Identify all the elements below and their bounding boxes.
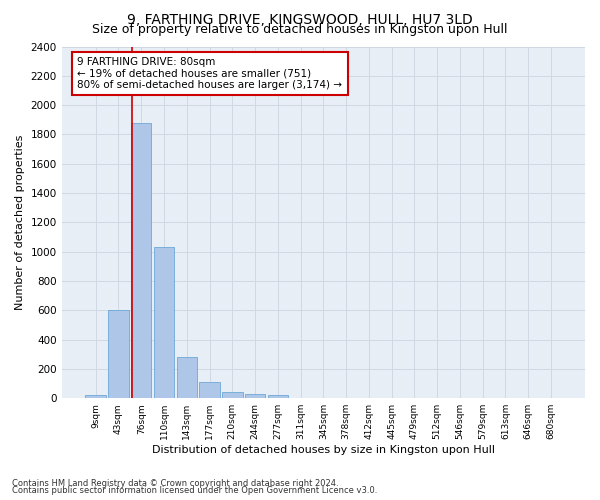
Text: Size of property relative to detached houses in Kingston upon Hull: Size of property relative to detached ho… bbox=[92, 22, 508, 36]
Bar bbox=[108, 310, 129, 398]
Bar bbox=[245, 394, 265, 398]
Bar bbox=[131, 122, 151, 398]
Text: 9, FARTHING DRIVE, KINGSWOOD, HULL, HU7 3LD: 9, FARTHING DRIVE, KINGSWOOD, HULL, HU7 … bbox=[127, 12, 473, 26]
X-axis label: Distribution of detached houses by size in Kingston upon Hull: Distribution of detached houses by size … bbox=[152, 445, 495, 455]
Bar bbox=[85, 396, 106, 398]
Bar bbox=[154, 248, 174, 398]
Bar bbox=[222, 392, 242, 398]
Text: Contains public sector information licensed under the Open Government Licence v3: Contains public sector information licen… bbox=[12, 486, 377, 495]
Y-axis label: Number of detached properties: Number of detached properties bbox=[15, 134, 25, 310]
Bar bbox=[199, 382, 220, 398]
Bar bbox=[268, 396, 288, 398]
Text: Contains HM Land Registry data © Crown copyright and database right 2024.: Contains HM Land Registry data © Crown c… bbox=[12, 478, 338, 488]
Bar bbox=[176, 357, 197, 398]
Text: 9 FARTHING DRIVE: 80sqm
← 19% of detached houses are smaller (751)
80% of semi-d: 9 FARTHING DRIVE: 80sqm ← 19% of detache… bbox=[77, 57, 343, 90]
